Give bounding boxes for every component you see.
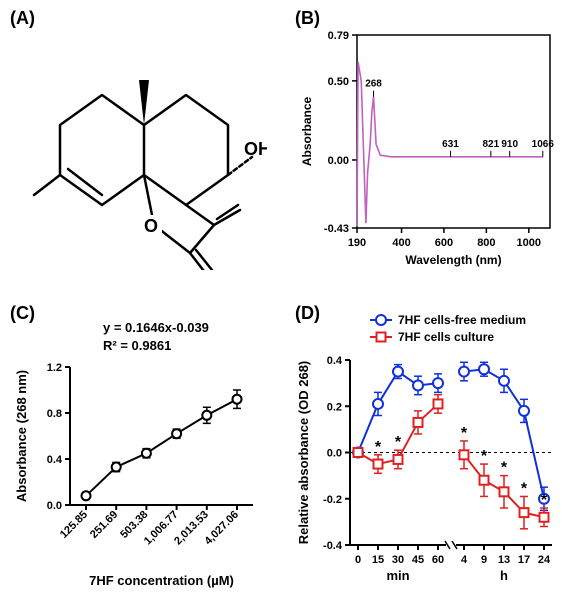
svg-text:0.8: 0.8: [47, 408, 62, 420]
svg-text:17: 17: [518, 554, 530, 566]
svg-text:60: 60: [432, 554, 444, 566]
svg-text:125.85: 125.85: [58, 509, 90, 541]
svg-text:*: *: [461, 425, 468, 442]
svg-text:OH: OH: [244, 139, 267, 159]
svg-text:*: *: [375, 439, 382, 456]
svg-text:O: O: [144, 216, 158, 236]
svg-text:7HF cells-free medium: 7HF cells-free medium: [398, 313, 526, 327]
svg-text:*: *: [395, 434, 402, 451]
svg-text:15: 15: [372, 554, 384, 566]
svg-text:Absorbance (268 nm): Absorbance (268 nm): [14, 370, 29, 502]
svg-text:*: *: [501, 460, 508, 477]
svg-text:0.00: 0.00: [328, 155, 349, 167]
svg-text:*: *: [481, 448, 488, 465]
panel-b-chart: 190 400 600 800 1000 -0.43 0.00 0.50 0.79 268 631 8…: [295, 18, 560, 273]
svg-text:h: h: [500, 568, 508, 583]
svg-text:1000: 1000: [517, 237, 541, 249]
svg-text:-0.2: -0.2: [323, 494, 342, 506]
panel-a-molecule: OH O O: [12, 25, 267, 270]
svg-text:*: *: [541, 492, 548, 509]
svg-text:190: 190: [348, 237, 366, 249]
svg-text:1066: 1066: [532, 139, 555, 150]
svg-text:24: 24: [538, 554, 551, 566]
svg-text:0.2: 0.2: [327, 401, 342, 413]
svg-text:R² = 0.9861: R² = 0.9861: [103, 338, 171, 353]
panel-d-chart: -0.4 -0.2 0.0 0.2 0.4 0 15 30 45 60 4 9 13 17 24 min h * *…: [292, 305, 562, 600]
svg-text:*: *: [521, 480, 528, 497]
svg-text:Relative absorbance (OD 268): Relative absorbance (OD 268): [296, 361, 311, 545]
svg-text:910: 910: [501, 139, 518, 150]
svg-text:Absorbance: Absorbance: [300, 97, 314, 167]
svg-text:13: 13: [498, 554, 510, 566]
svg-text:400: 400: [392, 237, 410, 249]
svg-text:-0.43: -0.43: [324, 223, 349, 235]
svg-text:0.0: 0.0: [327, 448, 342, 460]
svg-text:7HF cells culture: 7HF cells culture: [398, 330, 494, 344]
svg-text:0.0: 0.0: [47, 500, 62, 512]
svg-text:O: O: [207, 267, 221, 270]
svg-text:y = 0.1646x-0.039: y = 0.1646x-0.039: [103, 320, 209, 335]
svg-text:1.2: 1.2: [47, 362, 62, 374]
svg-text:-0.4: -0.4: [323, 540, 343, 552]
svg-text:0.4: 0.4: [327, 355, 343, 367]
svg-text:30: 30: [392, 554, 404, 566]
svg-text:251.69: 251.69: [88, 509, 120, 541]
svg-text:821: 821: [482, 139, 499, 150]
svg-text:631: 631: [442, 139, 459, 150]
svg-text:0: 0: [355, 554, 361, 566]
svg-text:4: 4: [461, 554, 468, 566]
svg-text:7HF concentration (µM): 7HF concentration (µM): [89, 573, 234, 588]
svg-text:800: 800: [477, 237, 495, 249]
svg-text:min: min: [386, 568, 409, 583]
panel-c-chart: 0.00.40.81.2125.85251.69503.381,006.772,…: [8, 305, 288, 600]
svg-text:268: 268: [365, 79, 382, 90]
svg-text:0.50: 0.50: [328, 76, 349, 88]
svg-text:600: 600: [435, 237, 453, 249]
svg-text:0.4: 0.4: [47, 454, 63, 466]
svg-text:9: 9: [481, 554, 487, 566]
svg-text:0.79: 0.79: [328, 30, 349, 42]
svg-text:45: 45: [412, 554, 424, 566]
svg-text:Wavelength (nm): Wavelength (nm): [405, 253, 501, 267]
